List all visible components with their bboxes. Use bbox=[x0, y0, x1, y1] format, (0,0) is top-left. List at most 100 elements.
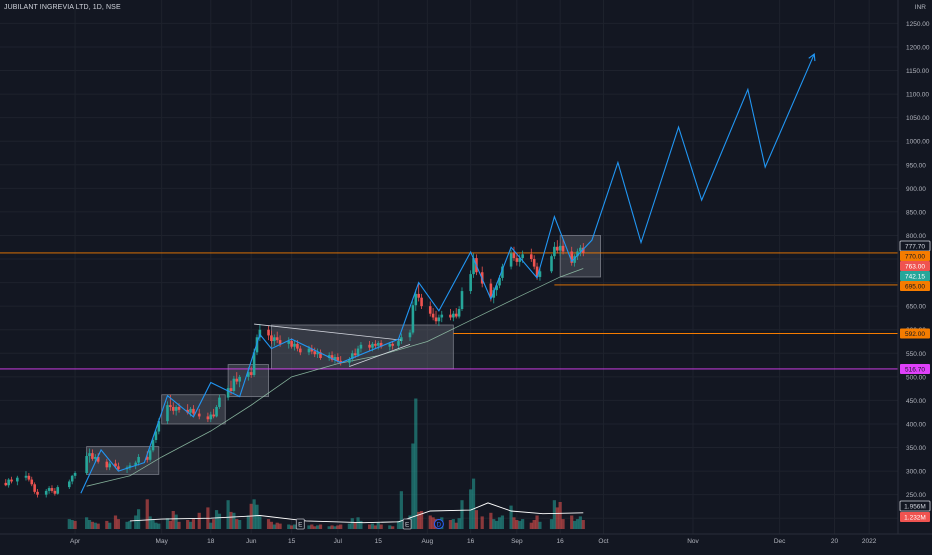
candle-body bbox=[154, 431, 158, 440]
candle-body bbox=[469, 274, 472, 292]
volume-bar bbox=[174, 514, 178, 529]
candle-body bbox=[296, 343, 299, 349]
volume-bar bbox=[460, 500, 464, 529]
price-tick-label: 500.00 bbox=[906, 374, 926, 381]
volume-bar bbox=[73, 520, 77, 529]
candle-body bbox=[53, 490, 57, 494]
candle-body bbox=[30, 479, 34, 485]
candle-body bbox=[492, 290, 496, 298]
candle-body bbox=[169, 405, 172, 408]
volume-bar bbox=[509, 505, 513, 529]
volume-bar bbox=[246, 515, 250, 529]
price-tick-label: 900.00 bbox=[906, 186, 926, 193]
candle-body bbox=[561, 245, 565, 252]
candle-body bbox=[374, 343, 377, 346]
price-tick-label: 1200.00 bbox=[906, 44, 930, 51]
candle-body bbox=[391, 343, 394, 346]
candle-body bbox=[229, 388, 233, 391]
volume-bar bbox=[168, 520, 172, 529]
candle-body bbox=[368, 344, 371, 348]
volume-bar bbox=[145, 499, 149, 529]
candle-body bbox=[212, 414, 215, 417]
volume-bar bbox=[469, 489, 473, 529]
candle-body bbox=[235, 378, 239, 382]
candle-body bbox=[339, 360, 343, 363]
volume-bar bbox=[327, 526, 331, 529]
candle-body bbox=[518, 258, 522, 262]
volume-bar bbox=[154, 522, 158, 529]
candle-body bbox=[532, 259, 536, 267]
candle-body bbox=[114, 463, 117, 467]
candle-body bbox=[157, 421, 161, 432]
candle-body bbox=[330, 355, 334, 360]
candle-body bbox=[151, 439, 155, 451]
earnings-marker bbox=[402, 518, 412, 530]
dividend-marker bbox=[433, 519, 444, 529]
volume-bar bbox=[474, 510, 479, 529]
candle-body bbox=[336, 357, 340, 361]
volume-bar bbox=[367, 524, 372, 529]
volume-bar bbox=[252, 499, 256, 529]
candle-body bbox=[440, 314, 444, 318]
candle-body bbox=[515, 258, 519, 262]
time-tick-label: 2022 bbox=[862, 538, 877, 545]
time-tick-label: 15 bbox=[288, 538, 296, 545]
candle-body bbox=[498, 277, 501, 286]
volume-bar bbox=[136, 509, 141, 529]
projection-arrowhead bbox=[808, 53, 816, 62]
candle-body bbox=[319, 352, 322, 358]
volume-axis-tag-label: 1.956M bbox=[904, 503, 926, 510]
symbol-title: JUBILANT INGREVIA LTD, 1D, NSE bbox=[4, 4, 121, 11]
volume-bar bbox=[70, 520, 74, 529]
time-tick-label: 20 bbox=[831, 538, 839, 545]
price-axis-tag-label: 770.00 bbox=[905, 253, 925, 260]
candle-body bbox=[348, 358, 351, 363]
price-tick-label: 800.00 bbox=[906, 233, 926, 240]
candle-body bbox=[472, 258, 475, 275]
candle-body bbox=[186, 409, 189, 413]
price-tick-label: 1100.00 bbox=[906, 92, 929, 99]
volume-bar bbox=[235, 519, 239, 529]
candle-body bbox=[134, 462, 138, 466]
volume-bar bbox=[570, 515, 574, 529]
candle-body bbox=[489, 283, 493, 298]
candle-body bbox=[47, 488, 51, 491]
candle-body bbox=[535, 266, 539, 277]
candle-body bbox=[420, 297, 423, 307]
volume-ma-line bbox=[129, 502, 584, 524]
candle-body bbox=[307, 348, 311, 353]
candle-body bbox=[428, 306, 432, 314]
volume-bar bbox=[116, 519, 120, 529]
volume-bar bbox=[290, 525, 294, 529]
projection-path bbox=[80, 53, 815, 494]
candle-body bbox=[189, 408, 192, 413]
volume-bar bbox=[287, 524, 291, 529]
candle-body bbox=[414, 293, 418, 306]
volume-bar bbox=[177, 521, 181, 529]
volume-bar bbox=[96, 523, 100, 529]
candle-body bbox=[166, 405, 169, 422]
volume-bar bbox=[391, 526, 395, 529]
candle-body bbox=[56, 487, 60, 494]
candle-body bbox=[267, 329, 270, 336]
volume-bar bbox=[500, 515, 505, 529]
candle-body bbox=[356, 348, 360, 356]
volume-bar bbox=[330, 525, 334, 529]
volume-bar bbox=[214, 510, 219, 529]
volume-bar bbox=[581, 520, 585, 529]
candle-body bbox=[538, 271, 542, 277]
price-tick-label: 550.00 bbox=[906, 351, 926, 358]
price-axis-tag bbox=[900, 280, 930, 291]
candle-body bbox=[171, 407, 175, 411]
candle-body bbox=[437, 317, 441, 322]
volume-bar bbox=[489, 512, 493, 529]
candle-body bbox=[70, 475, 74, 482]
time-tick-label: Nov bbox=[687, 538, 699, 545]
volume-bar bbox=[318, 524, 323, 529]
candle-body bbox=[449, 314, 452, 318]
candle-body bbox=[310, 348, 314, 352]
volume-axis-tag bbox=[900, 512, 930, 522]
volume-bar bbox=[266, 519, 271, 529]
